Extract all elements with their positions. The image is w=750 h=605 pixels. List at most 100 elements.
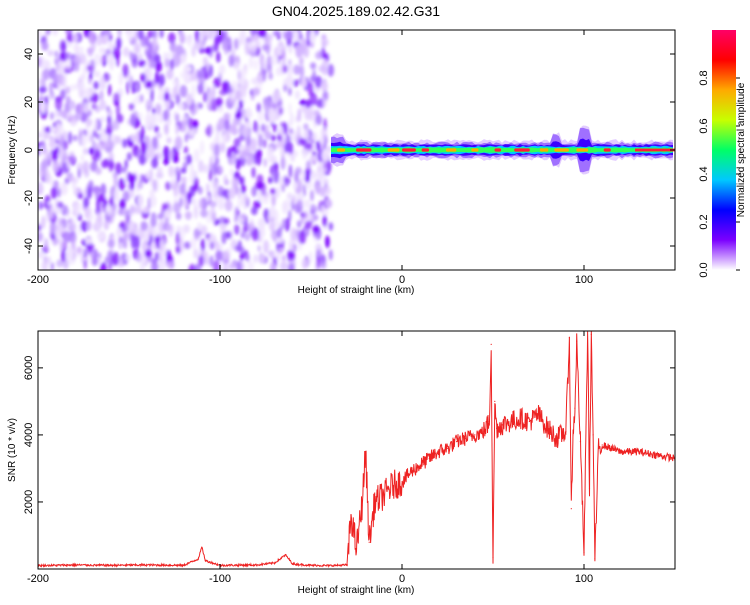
noise-blob bbox=[118, 236, 124, 244]
noise-blob bbox=[153, 54, 161, 63]
noise-blob bbox=[93, 81, 99, 90]
noise-blob bbox=[40, 160, 48, 173]
noise-blob bbox=[221, 189, 230, 198]
noise-blob bbox=[177, 103, 185, 110]
noise-blob bbox=[184, 211, 192, 220]
noise-blob bbox=[105, 54, 114, 65]
noise-blob bbox=[139, 173, 144, 183]
noise-blob bbox=[309, 30, 316, 44]
noise-blob bbox=[250, 137, 258, 152]
noise-blob bbox=[96, 34, 103, 46]
noise-blob bbox=[158, 73, 165, 87]
noise-blob bbox=[293, 30, 299, 42]
noise-blob bbox=[262, 69, 266, 82]
noise-blob bbox=[145, 229, 150, 243]
noise-blob bbox=[244, 232, 251, 241]
snr-x-label: Height of straight line (km) bbox=[298, 585, 415, 596]
snr-data-point bbox=[274, 562, 276, 564]
noise-blob bbox=[176, 54, 181, 66]
noise-blob bbox=[208, 200, 217, 208]
noise-blob bbox=[283, 199, 291, 210]
noise-blob bbox=[118, 208, 124, 216]
snr-data-point bbox=[446, 447, 449, 449]
noise-blob bbox=[310, 155, 318, 162]
noise-blob bbox=[87, 47, 94, 57]
x-tick-label: -100 bbox=[209, 274, 231, 286]
noise-blob bbox=[322, 99, 327, 107]
noise-blob bbox=[107, 239, 115, 249]
noise-blob bbox=[193, 148, 200, 163]
noise-blob bbox=[149, 195, 156, 208]
noise-blob bbox=[134, 82, 139, 92]
snr-data-point bbox=[201, 546, 203, 548]
noise-blob bbox=[158, 249, 164, 263]
noise-blob bbox=[122, 46, 130, 57]
noise-blob bbox=[62, 140, 68, 151]
noise-blob bbox=[184, 66, 192, 73]
noise-blob bbox=[83, 103, 90, 114]
noise-blob bbox=[105, 128, 111, 135]
snr-data-point bbox=[528, 420, 531, 423]
noise-blob bbox=[198, 256, 205, 267]
noise-blob bbox=[146, 87, 151, 95]
noise-blob bbox=[200, 225, 208, 236]
noise-blob bbox=[163, 123, 169, 134]
noise-blob bbox=[82, 147, 89, 155]
noise-blob bbox=[261, 44, 270, 52]
noise-blob bbox=[50, 186, 58, 200]
noise-blob bbox=[93, 70, 101, 78]
noise-blob bbox=[304, 99, 312, 109]
noise-blob bbox=[281, 156, 285, 171]
snr-data-point bbox=[183, 564, 185, 566]
noise-blob bbox=[160, 261, 167, 269]
noise-blob bbox=[71, 180, 77, 190]
noise-blob bbox=[271, 196, 276, 207]
snr-data-point bbox=[638, 451, 640, 453]
noise-blob bbox=[53, 72, 58, 87]
noise-blob bbox=[61, 75, 67, 88]
noise-blob bbox=[137, 30, 145, 40]
noise-blob bbox=[205, 183, 210, 193]
noise-blob bbox=[272, 30, 281, 37]
noise-blob bbox=[296, 199, 304, 214]
noise-blob bbox=[246, 112, 250, 119]
noise-blob bbox=[96, 212, 103, 222]
noise-blob bbox=[156, 31, 160, 38]
noise-blob bbox=[301, 258, 308, 270]
noise-blob bbox=[175, 44, 184, 56]
y-tick-label: -40 bbox=[23, 238, 35, 254]
snr-data-point bbox=[284, 554, 287, 556]
noise-blob bbox=[179, 120, 187, 133]
noise-blob bbox=[141, 240, 148, 253]
noise-blob bbox=[320, 261, 327, 270]
noise-blob bbox=[285, 30, 293, 43]
noise-blob bbox=[240, 150, 246, 160]
noise-blob bbox=[247, 222, 255, 232]
noise-blob bbox=[298, 138, 306, 146]
noise-blob bbox=[218, 200, 225, 210]
noise-blob bbox=[175, 93, 181, 106]
noise-blob bbox=[271, 53, 278, 66]
noise-blob bbox=[103, 30, 111, 36]
snr-data-point bbox=[592, 434, 594, 436]
noise-blob bbox=[221, 38, 229, 51]
snr-data-point bbox=[361, 504, 363, 506]
noise-blob bbox=[118, 72, 123, 86]
noise-blob bbox=[271, 135, 276, 142]
noise-blob bbox=[213, 143, 220, 157]
noise-blob bbox=[54, 96, 63, 103]
noise-blob bbox=[124, 209, 132, 220]
noise-blob bbox=[88, 30, 95, 44]
noise-blob bbox=[149, 168, 153, 182]
noise-blob bbox=[99, 90, 104, 101]
noise-blob bbox=[240, 232, 245, 239]
noise-blob bbox=[140, 221, 148, 232]
chart-title: GN04.2025.189.02.42.G31 bbox=[272, 3, 440, 19]
noise-blob bbox=[170, 58, 174, 71]
noise-blob bbox=[152, 226, 158, 240]
noise-blob bbox=[262, 138, 267, 149]
noise-blob bbox=[272, 123, 277, 133]
noise-blob bbox=[52, 30, 59, 36]
noise-blob bbox=[221, 80, 228, 92]
y-tick-label: 6000 bbox=[23, 356, 35, 380]
